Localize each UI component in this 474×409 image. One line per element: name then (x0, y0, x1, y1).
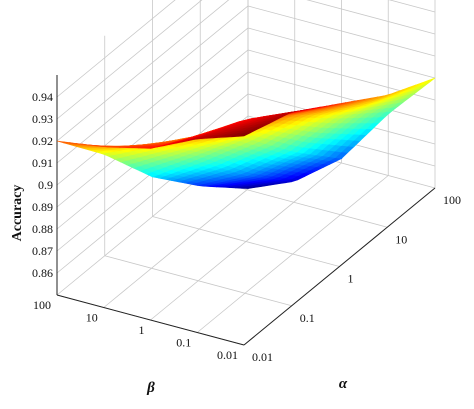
y-tick-label: 100 (33, 298, 51, 312)
surface-patch (237, 132, 251, 137)
x-tick-label: 0.01 (252, 350, 273, 364)
z-tick-label: 0.89 (32, 200, 53, 214)
x-tick-label: 0.1 (300, 311, 315, 325)
x-axis-label: α (339, 376, 348, 392)
y-tick-label: 0.01 (217, 348, 238, 362)
grid-line (56, 0, 436, 142)
z-tick-label: 0.87 (32, 244, 53, 258)
x-tick-label: 100 (443, 193, 461, 207)
tick-labels: 0.86 0.87 0.88 0.89 0.9 0.91 0.92 0.93 0.94 0.01 0… (32, 90, 461, 364)
y-axis-label: β (146, 380, 155, 396)
z-tick-label: 0.86 (32, 266, 53, 280)
grid-line (150, 162, 342, 321)
surface-mesh (56, 77, 436, 189)
z-tick-label: 0.93 (32, 112, 53, 126)
z-tick-label: 0.88 (32, 222, 53, 236)
y-tick-label: 1 (139, 323, 145, 337)
x-tick-label: 1 (348, 272, 354, 286)
x-tick-label: 10 (395, 232, 407, 246)
z-tick-label: 0.92 (32, 134, 53, 148)
grid-line (56, 0, 436, 120)
z-axis-label: Accuracy (10, 185, 25, 242)
y-tick-label: 10 (86, 311, 98, 325)
z-tick-label: 0.94 (32, 90, 53, 104)
grid-line (56, 0, 176, 98)
grid-line (196, 175, 389, 333)
z-tick-label: 0.91 (32, 156, 53, 170)
y-axis-line (56, 294, 245, 346)
z-tick-label: 0.9 (38, 178, 53, 192)
x-axis-line (243, 187, 436, 346)
y-tick-label: 0.1 (176, 336, 191, 350)
